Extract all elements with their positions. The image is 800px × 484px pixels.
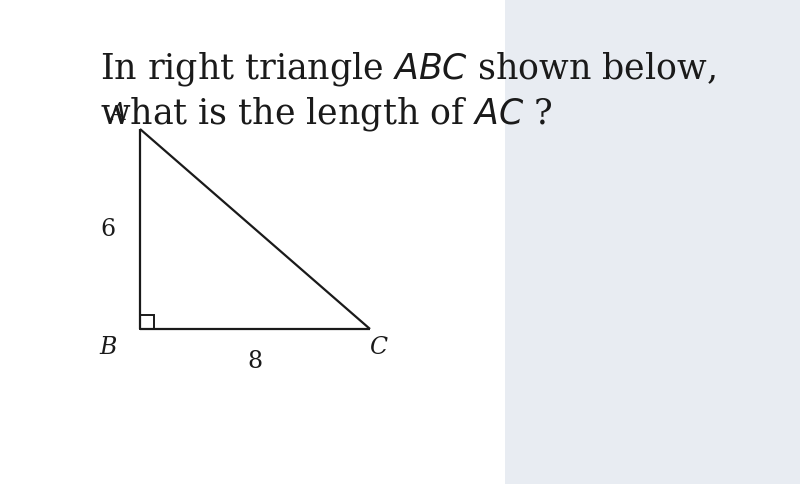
Text: In right triangle $\mathit{ABC}$ shown below,: In right triangle $\mathit{ABC}$ shown b… — [100, 50, 716, 88]
Text: A: A — [110, 103, 126, 125]
Text: B: B — [99, 336, 117, 360]
Bar — [140, 315, 154, 329]
Bar — [505, 0, 800, 484]
Text: what is the length of $\mathit{AC}$ ?: what is the length of $\mathit{AC}$ ? — [100, 95, 553, 133]
Text: 8: 8 — [247, 350, 262, 374]
Text: C: C — [369, 336, 387, 360]
Text: 6: 6 — [101, 217, 115, 241]
